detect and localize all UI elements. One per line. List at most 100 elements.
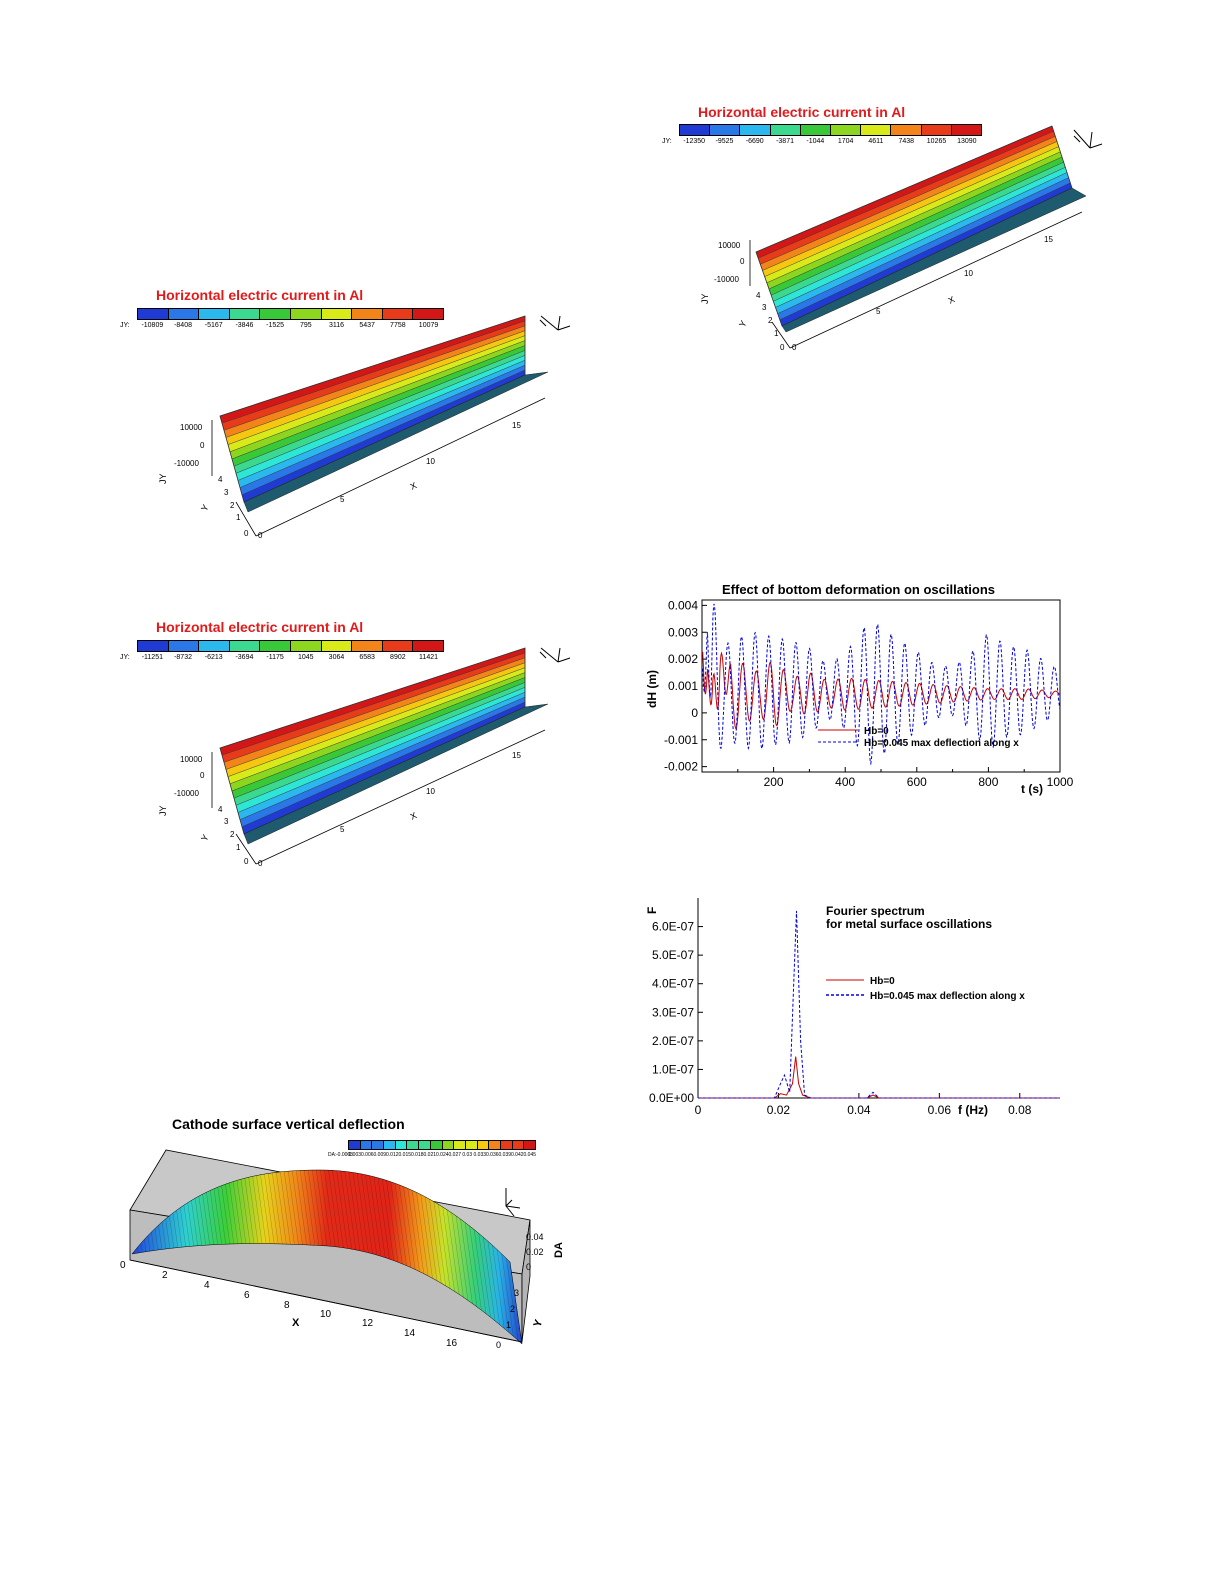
legend-prefix: JY:	[662, 138, 672, 145]
legend-tick-label: 0.003	[348, 1152, 362, 1158]
y-axis-label: Y	[199, 503, 211, 513]
color-legend-bar	[137, 640, 444, 652]
legend-swatch	[352, 641, 383, 651]
legend-swatch	[419, 1141, 431, 1149]
color-legend-bar	[348, 1140, 536, 1150]
y-axis-label: Y	[737, 319, 749, 329]
surface-svg: 10000 0 -10000 JY 4 3 2 1 0 Y 0 5 10 15 …	[158, 315, 571, 540]
y-tick: 1	[506, 1320, 511, 1330]
legend-swatch	[395, 1141, 408, 1149]
surface-svg: 10000 0 -10000 JY 4 3 2 1 0 Y 0 5 10 15 …	[158, 647, 571, 868]
legend-tick-label: -10809	[141, 322, 164, 329]
legend-tick-label: -6213	[204, 654, 223, 661]
legend-tick-label: 0.042	[511, 1152, 524, 1158]
x-tick: 15	[512, 421, 521, 430]
legend-tick-label: 3064	[328, 654, 345, 661]
legend-tick-label: 0.006	[361, 1152, 374, 1158]
legend-tick-label: 7758	[390, 322, 406, 329]
legend-swatch	[352, 309, 383, 319]
z-tick: 0	[740, 257, 745, 266]
z-tick: 10000	[180, 755, 203, 764]
x-axis-label: X	[292, 1317, 300, 1329]
x-tick: 2	[162, 1270, 168, 1281]
z-axis-label: DA	[553, 1242, 565, 1258]
x-tick-label: 1000	[1047, 775, 1074, 789]
y-tick: 2	[230, 501, 235, 510]
legend-swatch	[465, 1141, 478, 1149]
legend-tick-label: -8732	[174, 654, 192, 661]
x-tick: 5	[340, 495, 345, 504]
legend-tick-label: -3871	[776, 138, 794, 145]
legend-tick-label: 0.018	[411, 1152, 424, 1158]
color-legend-bar	[679, 124, 982, 136]
y-tick-label: 0.003	[668, 625, 698, 639]
oscillation-svg: 0.004 0.003 0.002 0.001 0 -0.001 -0.002 200 400 6…	[645, 598, 1074, 796]
series-line	[698, 910, 1060, 1099]
legend-label: Hb=0	[864, 726, 889, 737]
legend-swatch	[710, 125, 741, 135]
legend-swatch	[372, 1141, 385, 1149]
legend-tick-label: 6583	[359, 654, 375, 661]
legend-tick-label: -3846	[235, 322, 254, 329]
legend-swatch	[260, 641, 291, 651]
legend-prefix: DA:	[328, 1152, 337, 1158]
z-tick: 0	[200, 441, 205, 450]
y-tick: 3	[224, 488, 229, 497]
legend-tick-label: 795	[299, 322, 312, 329]
z-tick: 0.02	[526, 1247, 544, 1257]
series-line	[702, 603, 1061, 766]
deflection-svg: 0 2 4 6 8 10 12 14 16 X 0.04 0.02 0 DA 3…	[120, 1149, 565, 1350]
legend-tick-label: 0.024	[436, 1152, 449, 1158]
series-line	[698, 1056, 1060, 1099]
legend-ticks: -12350 -9525 -6690 -3871 -1044 1704 4611 7438 10…	[679, 138, 982, 145]
legend-tick-label: 0.015	[398, 1152, 412, 1158]
x-tick-label: 600	[907, 775, 927, 789]
x-axis-line	[255, 397, 546, 537]
legend-swatch	[290, 309, 322, 319]
mesh-overlay	[132, 1170, 522, 1344]
z-tick: 10000	[718, 241, 741, 250]
legend-tick-label: 0.03	[462, 1152, 473, 1158]
x-tick-label: 800	[978, 775, 998, 789]
legend-tick-label: 10265	[926, 138, 947, 145]
legend-tick-label: -1044	[806, 138, 825, 145]
legend-swatch	[524, 1141, 535, 1149]
legend-swatch	[382, 309, 414, 319]
chart-title: Horizontal electric current in Al	[156, 619, 364, 635]
y-tick: 2	[230, 830, 235, 839]
z-tick: -10000	[714, 275, 739, 284]
fourier-svg: 6.0E-07 5.0E-07 4.0E-07 3.0E-07 2.0E-07 1.0E-…	[645, 898, 1060, 1117]
surface-bands	[755, 125, 1073, 327]
x-tick: 10	[426, 457, 435, 466]
legend-label: Hb=0	[870, 976, 895, 987]
x-tick-label: 0.04	[847, 1103, 871, 1117]
legend-prefix: JY:	[120, 322, 130, 329]
x-tick: 0	[120, 1260, 126, 1271]
legend-swatch	[229, 309, 261, 319]
legend-tick-label: 1045	[297, 654, 314, 661]
legend-swatch	[800, 125, 832, 135]
legend-tick-label: -9525	[715, 138, 734, 145]
legend-ticks: -0.0003 0.003 0.006 0.009 0.012 0.015 0.018 0.0…	[336, 1152, 536, 1158]
legend-tick-label: 8902	[390, 654, 406, 661]
legend-swatch	[891, 125, 922, 135]
x-axis-line	[129, 1259, 523, 1343]
right-wall	[521, 1219, 531, 1343]
surface-side	[243, 703, 549, 845]
x-axis-line	[789, 211, 1083, 349]
legend-swatch	[413, 641, 443, 651]
y-tick-label: -0.002	[664, 760, 698, 774]
legend-swatch	[260, 309, 291, 319]
legend-tick-label: 0.027	[448, 1152, 462, 1158]
x-tick: 0	[258, 859, 263, 868]
legend-swatch	[740, 125, 771, 135]
z-tick: 0	[200, 771, 205, 780]
y-tick: 4	[756, 291, 761, 300]
x-tick-label: 0.06	[928, 1103, 952, 1117]
y-axis-line	[235, 501, 257, 537]
legend-tick-label: 0.039	[498, 1152, 512, 1158]
legend-tick-label: 0.012	[386, 1152, 399, 1158]
legend-swatch	[321, 309, 353, 319]
x-axis-label: t (s)	[1021, 782, 1043, 796]
chart-title: Cathode surface vertical deflection	[172, 1116, 405, 1132]
